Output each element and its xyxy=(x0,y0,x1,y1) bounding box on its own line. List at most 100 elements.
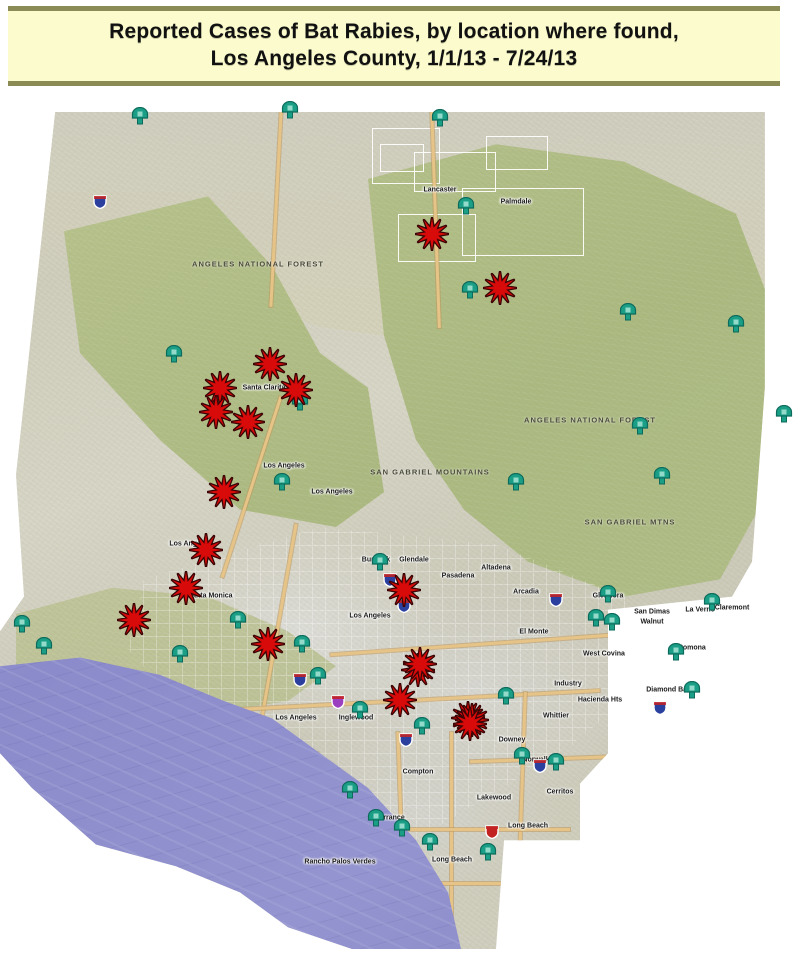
poi-marker[interactable] xyxy=(599,584,617,604)
poi-marker[interactable] xyxy=(497,686,515,706)
poi-marker[interactable] xyxy=(547,752,565,772)
page-title-line2: Los Angeles County, 1/1/13 - 7/24/13 xyxy=(210,47,578,70)
county-boundary-shape xyxy=(0,112,765,949)
city-label: Los Angeles xyxy=(349,612,391,620)
city-label: Claremont xyxy=(714,604,750,612)
city-label: Hacienda Hts xyxy=(577,696,623,704)
freeway-shield-icon xyxy=(549,593,564,608)
freeway-i105 xyxy=(310,828,570,831)
poi-marker[interactable] xyxy=(371,552,389,572)
city-label: Lakewood xyxy=(476,794,512,802)
poi-marker[interactable] xyxy=(667,642,685,662)
poi-marker[interactable] xyxy=(775,404,793,424)
poi-marker[interactable] xyxy=(35,636,53,656)
city-label: Altadena xyxy=(481,564,511,572)
city-label: Los Angeles xyxy=(169,540,211,548)
poi-marker[interactable] xyxy=(631,416,649,436)
poi-marker[interactable] xyxy=(479,842,497,862)
poi-marker[interactable] xyxy=(421,832,439,852)
poi-marker[interactable] xyxy=(131,106,149,126)
rabies-case-marker[interactable] xyxy=(387,573,421,607)
area-label: ANGELES NATIONAL FOREST xyxy=(524,415,656,425)
city-label: Industry xyxy=(554,680,582,688)
freeway-i710 xyxy=(450,732,453,932)
poi-marker[interactable] xyxy=(603,612,621,632)
city-label: Pasadena xyxy=(441,572,475,580)
city-label: Arcadia xyxy=(513,588,539,596)
poi-marker[interactable] xyxy=(281,100,299,120)
rabies-case-marker[interactable] xyxy=(169,571,203,605)
poi-marker[interactable] xyxy=(273,472,291,492)
city-label: Walnut xyxy=(640,618,664,626)
city-label: Palmdale xyxy=(500,198,532,206)
poi-marker[interactable] xyxy=(309,666,327,686)
poi-marker[interactable] xyxy=(619,302,637,322)
poi-marker[interactable] xyxy=(367,808,385,828)
city-label: Downey xyxy=(498,736,526,744)
rabies-case-marker[interactable] xyxy=(383,683,417,717)
poi-marker[interactable] xyxy=(165,344,183,364)
city-boundary xyxy=(462,188,584,256)
freeway-shield-icon xyxy=(485,825,500,840)
rabies-case-marker[interactable] xyxy=(453,707,487,741)
city-label: West Covina xyxy=(583,650,625,658)
poi-marker[interactable] xyxy=(457,196,475,216)
poi-marker[interactable] xyxy=(393,818,411,838)
city-label: Long Beach xyxy=(507,822,549,830)
city-label: Diamond Bar xyxy=(646,686,690,694)
poi-marker[interactable] xyxy=(293,634,311,654)
rabies-case-map[interactable]: ANGELES NATIONAL FOREST SAN GABRIEL MOUNT… xyxy=(0,92,800,962)
poi-marker[interactable] xyxy=(507,472,525,492)
freeway-shield-icon xyxy=(331,695,346,710)
city-label: Whittier xyxy=(542,712,570,720)
city-boundary xyxy=(372,128,440,184)
rabies-case-marker[interactable] xyxy=(231,405,265,439)
poi-marker[interactable] xyxy=(413,716,431,736)
city-label: Long Beach xyxy=(431,856,473,864)
rabies-case-marker[interactable] xyxy=(251,627,285,661)
city-label: El Monte xyxy=(519,628,549,636)
city-label: San Dimas xyxy=(634,608,670,616)
rabies-case-marker[interactable] xyxy=(199,395,233,429)
poi-marker[interactable] xyxy=(703,592,721,612)
city-label: Cerritos xyxy=(546,788,574,796)
city-boundary xyxy=(486,136,548,170)
poi-marker[interactable] xyxy=(351,700,369,720)
city-boundary xyxy=(414,152,496,192)
rabies-case-marker[interactable] xyxy=(483,271,517,305)
freeway-shield-icon xyxy=(533,759,548,774)
city-label: Los Angeles xyxy=(311,488,353,496)
freeway-shield-icon xyxy=(93,195,108,210)
poi-marker[interactable] xyxy=(513,746,531,766)
page-title-line1: Reported Cases of Bat Rabies, by locatio… xyxy=(109,20,679,44)
rabies-case-marker[interactable] xyxy=(189,533,223,567)
city-label: Rancho Palos Verdes xyxy=(304,858,376,866)
rabies-case-marker[interactable] xyxy=(279,373,313,407)
rabies-case-marker[interactable] xyxy=(117,603,151,637)
area-label: SAN GABRIEL MTNS xyxy=(584,517,676,527)
rabies-case-marker[interactable] xyxy=(403,647,437,681)
poi-marker[interactable] xyxy=(229,610,247,630)
city-label: Los Angeles xyxy=(263,462,305,470)
poi-marker[interactable] xyxy=(431,108,449,128)
poi-marker[interactable] xyxy=(587,608,605,628)
poi-marker[interactable] xyxy=(13,614,31,634)
area-label: SAN GABRIEL MOUNTAINS xyxy=(370,467,490,477)
freeway-shield-icon xyxy=(399,733,414,748)
poi-marker[interactable] xyxy=(341,780,359,800)
city-label: Pomona xyxy=(678,644,706,652)
poi-marker[interactable] xyxy=(461,280,479,300)
poi-marker[interactable] xyxy=(727,314,745,334)
poi-marker[interactable] xyxy=(171,644,189,664)
poi-marker[interactable] xyxy=(683,680,701,700)
city-label: Santa Monica xyxy=(187,592,233,600)
map-title-banner: Reported Cases of Bat Rabies, by locatio… xyxy=(8,6,780,86)
freeway-hwy91 xyxy=(340,882,610,885)
city-label: Glendale xyxy=(399,556,429,564)
poi-marker[interactable] xyxy=(653,466,671,486)
rabies-case-marker[interactable] xyxy=(415,217,449,251)
freeway-shield-icon xyxy=(653,701,668,716)
rabies-case-marker[interactable] xyxy=(253,347,287,381)
rabies-case-markers-layer[interactable] xyxy=(0,92,800,962)
rabies-case-marker[interactable] xyxy=(207,475,241,509)
